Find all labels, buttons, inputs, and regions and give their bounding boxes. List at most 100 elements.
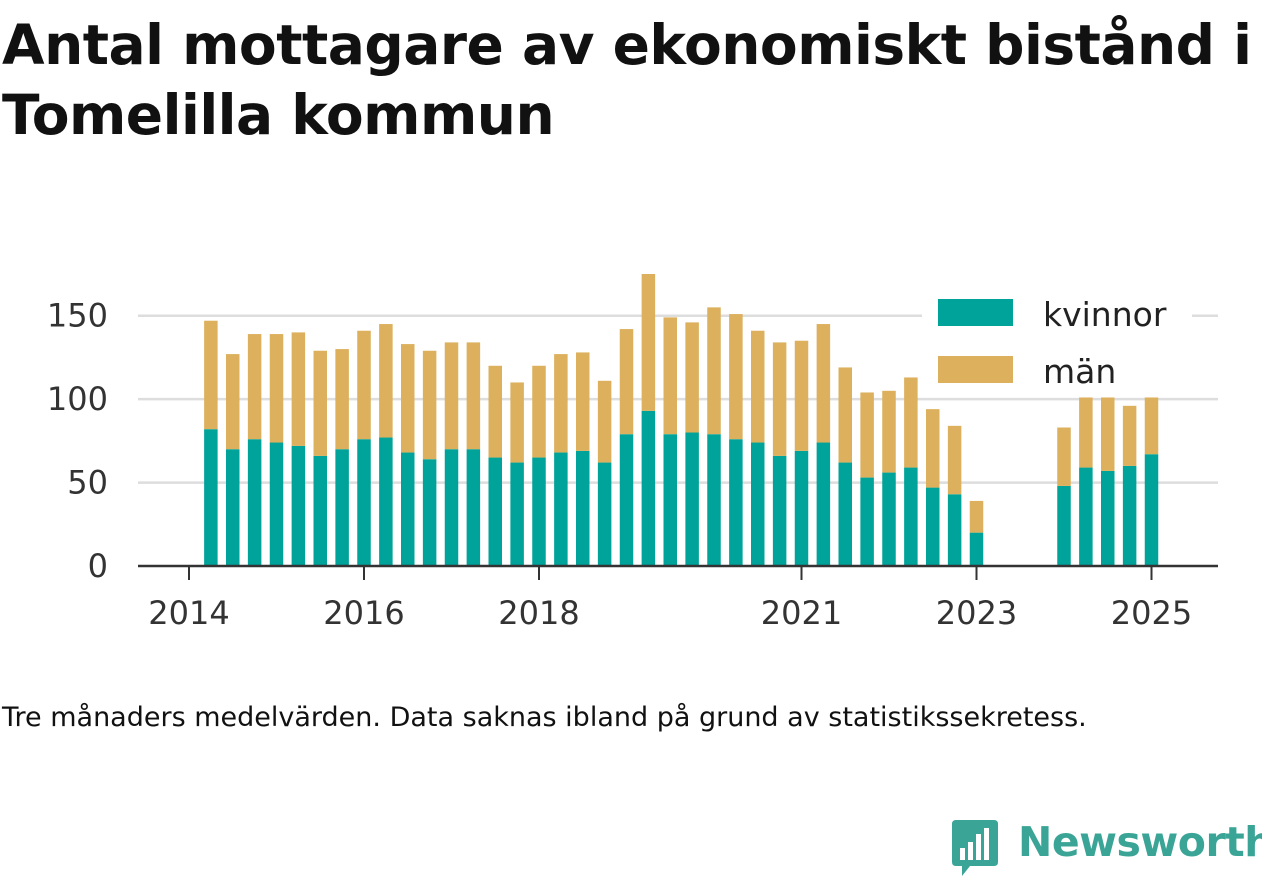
bar-man bbox=[969, 500, 984, 533]
bar-kvinnor bbox=[379, 437, 393, 566]
bar-man bbox=[401, 344, 415, 453]
bar-kvinnor bbox=[751, 442, 765, 566]
bar-kvinnor bbox=[576, 450, 590, 566]
bar-kvinnor bbox=[247, 439, 262, 566]
y-tick-label: 150 bbox=[47, 297, 108, 335]
bars bbox=[204, 274, 1159, 566]
bar-man bbox=[882, 390, 896, 473]
bar-kvinnor bbox=[1057, 485, 1071, 566]
bar-kvinnor bbox=[422, 459, 437, 566]
bar-man bbox=[532, 365, 546, 458]
bar-man bbox=[1057, 427, 1071, 486]
bar-man bbox=[510, 382, 524, 463]
footnote: Tre månaders medelvärden. Data saknas ib… bbox=[2, 702, 1087, 733]
brand-name: Newsworthy bbox=[1018, 818, 1262, 866]
bar-man bbox=[357, 330, 371, 440]
bar-man bbox=[576, 352, 590, 451]
legend-label-kvinnor: kvinnor bbox=[1043, 295, 1167, 334]
bar-man bbox=[247, 334, 262, 440]
x-axis-ticks: 2014 2016 2018 2021 2023 2025 bbox=[148, 566, 1192, 632]
legend-label-man: män bbox=[1043, 352, 1116, 391]
bar-kvinnor bbox=[401, 452, 415, 566]
y-tick-label: 100 bbox=[47, 380, 108, 418]
bar-kvinnor bbox=[291, 445, 306, 566]
newsworthy-logo-icon bbox=[952, 820, 998, 876]
bar-man bbox=[444, 342, 459, 450]
bar-kvinnor bbox=[772, 455, 787, 566]
y-axis-ticks: 0 50 100 150 bbox=[47, 297, 108, 585]
bar-kvinnor bbox=[1144, 454, 1159, 566]
chart-title: Antal mottagare av ekonomiskt bistånd i … bbox=[2, 13, 1252, 147]
bar-kvinnor bbox=[619, 434, 634, 566]
bar-kvinnor bbox=[488, 457, 502, 566]
bar-kvinnor bbox=[226, 449, 240, 566]
bar-kvinnor bbox=[554, 452, 568, 566]
y-tick-label: 50 bbox=[67, 464, 108, 502]
bar-kvinnor bbox=[1122, 465, 1137, 566]
bar-kvinnor bbox=[269, 442, 284, 566]
bar-kvinnor bbox=[597, 462, 612, 566]
bar-kvinnor bbox=[969, 532, 984, 566]
bar-kvinnor bbox=[357, 439, 371, 566]
bar-man bbox=[1079, 397, 1093, 468]
bar-man bbox=[619, 329, 634, 435]
bar-man bbox=[947, 425, 962, 495]
bar-man bbox=[816, 324, 831, 443]
bar-man bbox=[554, 354, 568, 453]
x-tick-label: 2014 bbox=[148, 594, 229, 632]
bar-man bbox=[685, 322, 699, 433]
legend-swatch-man bbox=[938, 356, 1013, 383]
x-tick-label: 2023 bbox=[936, 594, 1017, 632]
bar-kvinnor bbox=[729, 439, 743, 566]
bar-man bbox=[204, 320, 218, 430]
bar-kvinnor bbox=[444, 449, 459, 566]
bar-man bbox=[488, 365, 502, 458]
bar-man bbox=[335, 349, 349, 450]
bar-kvinnor bbox=[926, 487, 940, 566]
bar-kvinnor bbox=[204, 429, 218, 566]
bar-man bbox=[729, 314, 743, 440]
bar-kvinnor bbox=[816, 442, 831, 566]
legend-swatch-kvinnor bbox=[938, 299, 1013, 326]
bar-man bbox=[269, 334, 284, 443]
bar-man bbox=[226, 354, 240, 450]
bar-kvinnor bbox=[663, 434, 677, 566]
bar-man bbox=[926, 409, 940, 488]
bar-kvinnor bbox=[707, 434, 721, 566]
bar-kvinnor bbox=[466, 449, 481, 566]
bar-kvinnor bbox=[641, 410, 656, 566]
x-tick-label: 2025 bbox=[1111, 594, 1192, 632]
bar-man bbox=[641, 274, 656, 411]
x-tick-label: 2021 bbox=[761, 594, 842, 632]
bar-man bbox=[772, 342, 787, 456]
bar-man bbox=[751, 330, 765, 443]
bar-man bbox=[466, 342, 481, 450]
bar-kvinnor bbox=[313, 455, 327, 566]
bar-kvinnor bbox=[860, 477, 874, 566]
bar-man bbox=[904, 377, 918, 468]
bar-kvinnor bbox=[904, 467, 918, 566]
bar-man bbox=[860, 392, 874, 478]
legend: kvinnor män bbox=[922, 287, 1192, 397]
y-tick-label: 0 bbox=[88, 547, 108, 585]
bar-kvinnor bbox=[882, 472, 896, 566]
stacked-bar-chart: 2014 2016 2018 2021 2023 2025 0 50 100 150 kvinn… bbox=[47, 274, 1218, 632]
x-tick-label: 2018 bbox=[498, 594, 579, 632]
brand: Newsworthy bbox=[950, 818, 1262, 878]
bar-man bbox=[663, 317, 677, 435]
bar-man bbox=[1122, 405, 1137, 466]
bar-kvinnor bbox=[947, 494, 962, 566]
bar-kvinnor bbox=[838, 462, 852, 566]
x-tick-label: 2016 bbox=[323, 594, 404, 632]
bar-man bbox=[794, 340, 809, 451]
bar-man bbox=[838, 367, 852, 463]
bar-man bbox=[313, 350, 327, 456]
bar-man bbox=[597, 380, 612, 463]
bar-kvinnor bbox=[1101, 470, 1115, 566]
bar-kvinnor bbox=[685, 432, 699, 566]
bar-kvinnor bbox=[510, 462, 524, 566]
bar-man bbox=[707, 307, 721, 435]
bar-kvinnor bbox=[532, 457, 546, 566]
bar-kvinnor bbox=[335, 449, 349, 566]
bar-man bbox=[422, 350, 437, 460]
